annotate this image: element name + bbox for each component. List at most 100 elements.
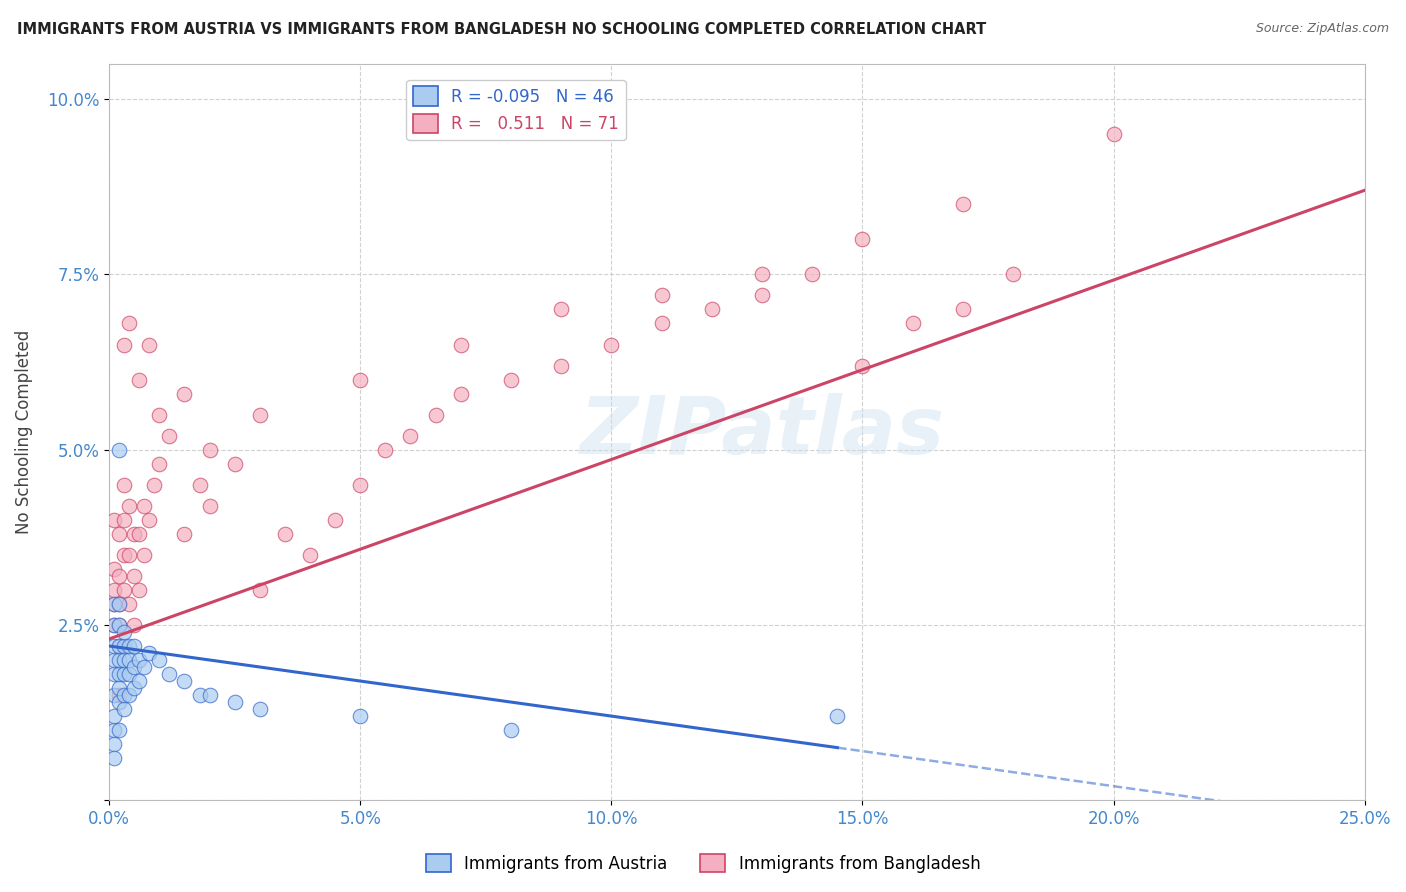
Point <box>134 499 156 513</box>
Point <box>108 639 131 653</box>
Point <box>128 582 150 597</box>
Point <box>173 673 195 688</box>
Point <box>103 667 125 681</box>
Point <box>274 526 297 541</box>
Point <box>349 709 371 723</box>
Point <box>118 548 141 562</box>
Point <box>600 337 623 351</box>
Point <box>374 442 396 457</box>
Point <box>128 673 150 688</box>
Point <box>118 688 141 702</box>
Point <box>112 702 135 716</box>
Point <box>103 597 125 611</box>
Point <box>901 317 924 331</box>
Point <box>112 653 135 667</box>
Point <box>108 442 131 457</box>
Point <box>112 688 135 702</box>
Point <box>651 317 673 331</box>
Point <box>651 288 673 302</box>
Point <box>138 513 160 527</box>
Point <box>103 751 125 765</box>
Point <box>1002 268 1025 282</box>
Point <box>103 639 125 653</box>
Point <box>249 582 271 597</box>
Point <box>188 477 211 491</box>
Point <box>108 681 131 695</box>
Point <box>112 582 135 597</box>
Point <box>108 597 131 611</box>
Point <box>103 582 125 597</box>
Point <box>108 618 131 632</box>
Point <box>122 569 145 583</box>
Point <box>952 197 974 211</box>
Point <box>103 723 125 738</box>
Point <box>143 477 166 491</box>
Point <box>349 477 371 491</box>
Point <box>249 408 271 422</box>
Point <box>118 667 141 681</box>
Point <box>112 548 135 562</box>
Point <box>103 618 125 632</box>
Point <box>198 688 221 702</box>
Point <box>122 526 145 541</box>
Point <box>103 618 125 632</box>
Point <box>112 337 135 351</box>
Point <box>108 618 131 632</box>
Point <box>118 639 141 653</box>
Point <box>188 688 211 702</box>
Point <box>173 386 195 401</box>
Legend: Immigrants from Austria, Immigrants from Bangladesh: Immigrants from Austria, Immigrants from… <box>419 847 987 880</box>
Point <box>157 428 180 442</box>
Point <box>103 653 125 667</box>
Point <box>224 457 246 471</box>
Point <box>134 548 156 562</box>
Point <box>224 695 246 709</box>
Point <box>103 688 125 702</box>
Point <box>108 526 131 541</box>
Point <box>112 477 135 491</box>
Point <box>751 268 773 282</box>
Point <box>249 702 271 716</box>
Point <box>108 695 131 709</box>
Point <box>103 737 125 751</box>
Point <box>550 302 572 317</box>
Point <box>112 513 135 527</box>
Point <box>138 337 160 351</box>
Text: Source: ZipAtlas.com: Source: ZipAtlas.com <box>1256 22 1389 36</box>
Point <box>122 618 145 632</box>
Point <box>298 548 321 562</box>
Point <box>103 709 125 723</box>
Point <box>349 373 371 387</box>
Point <box>1102 127 1125 141</box>
Point <box>399 428 422 442</box>
Point <box>108 667 131 681</box>
Point <box>134 660 156 674</box>
Point <box>128 526 150 541</box>
Point <box>128 653 150 667</box>
Point <box>112 667 135 681</box>
Point <box>138 646 160 660</box>
Text: ZIPatlas: ZIPatlas <box>579 393 945 471</box>
Point <box>148 457 170 471</box>
Point <box>198 499 221 513</box>
Point <box>122 660 145 674</box>
Point <box>118 499 141 513</box>
Legend: R = -0.095   N = 46, R =   0.511   N = 71: R = -0.095 N = 46, R = 0.511 N = 71 <box>406 79 626 140</box>
Point <box>108 639 131 653</box>
Point <box>700 302 723 317</box>
Point <box>118 597 141 611</box>
Point <box>118 653 141 667</box>
Point <box>499 373 522 387</box>
Point <box>499 723 522 738</box>
Y-axis label: No Schooling Completed: No Schooling Completed <box>15 330 32 534</box>
Point <box>851 359 873 373</box>
Point <box>450 337 472 351</box>
Point <box>108 688 131 702</box>
Point <box>751 288 773 302</box>
Point <box>425 408 447 422</box>
Point <box>112 639 135 653</box>
Point <box>108 597 131 611</box>
Point <box>128 373 150 387</box>
Point <box>550 359 572 373</box>
Point <box>108 723 131 738</box>
